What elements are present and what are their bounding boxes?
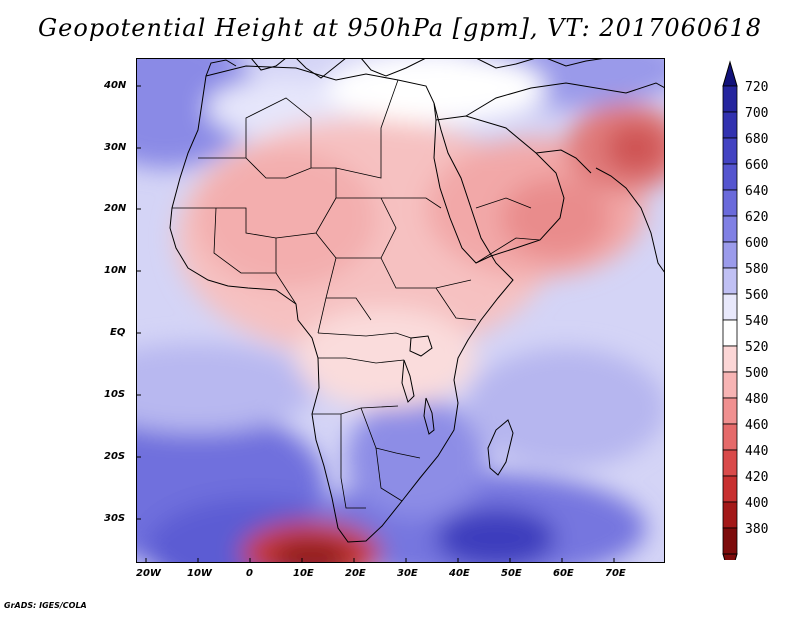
grads-credit: GrADS: IGES/COLA	[4, 601, 87, 610]
map-frame	[136, 58, 665, 563]
colorbar-segment	[722, 189, 738, 217]
lat-label-10n: 10N	[104, 265, 127, 276]
cbar-label-480: 480	[745, 392, 769, 407]
colorbar-segment	[722, 85, 738, 113]
country-borders	[172, 79, 541, 509]
colorbar-segment	[722, 215, 738, 243]
cbar-label-400: 400	[745, 496, 769, 511]
cbar-label-640: 640	[745, 184, 769, 199]
colorbar-segment	[722, 163, 738, 191]
lon-label-20e: 20E	[345, 568, 366, 579]
cbar-label-700: 700	[745, 106, 769, 121]
colorbar-segment	[722, 475, 738, 503]
lat-label-eq: EQ	[110, 327, 126, 338]
axis-ticks	[136, 85, 615, 563]
lat-label-20n: 20N	[104, 203, 127, 214]
cbar-label-460: 460	[745, 418, 769, 433]
colorbar-top-arrow	[722, 60, 738, 87]
colorbar-segment	[722, 345, 738, 373]
lon-label-70e: 70E	[605, 568, 626, 579]
cbar-label-680: 680	[745, 132, 769, 147]
lon-label-30e: 30E	[397, 568, 418, 579]
colorbar-segment	[722, 501, 738, 529]
colorbar-segment	[722, 111, 738, 139]
map-panel	[136, 58, 665, 563]
colorbar-bottom-arrow	[722, 553, 738, 560]
lat-label-30n: 30N	[104, 142, 127, 153]
map-title: Geopotential Height at 950hPa [gpm], VT:…	[38, 14, 762, 42]
colorbar-segment	[722, 293, 738, 321]
lon-label-60e: 60E	[553, 568, 574, 579]
colorbar	[722, 60, 738, 560]
lat-label-20s: 20S	[104, 451, 126, 462]
lon-label-40e: 40E	[449, 568, 470, 579]
colorbar-segment	[722, 137, 738, 165]
cbar-label-720: 720	[745, 80, 769, 95]
lon-label-10e: 10E	[293, 568, 314, 579]
cbar-label-560: 560	[745, 288, 769, 303]
colorbar-segment	[722, 423, 738, 451]
cbar-label-660: 660	[745, 158, 769, 173]
cbar-label-420: 420	[745, 470, 769, 485]
lon-label-20w: 20W	[136, 568, 161, 579]
cbar-label-540: 540	[745, 314, 769, 329]
colorbar-segment	[722, 241, 738, 269]
colorbar-segment	[722, 319, 738, 347]
cbar-label-500: 500	[745, 366, 769, 381]
colorbar-segment	[722, 397, 738, 425]
lon-label-0: 0	[246, 568, 253, 579]
colorbar-segment	[722, 527, 738, 555]
lat-label-30s: 30S	[104, 513, 126, 524]
cbar-label-440: 440	[745, 444, 769, 459]
cbar-label-380: 380	[745, 522, 769, 537]
cbar-label-580: 580	[745, 262, 769, 277]
cbar-label-520: 520	[745, 340, 769, 355]
lat-label-10s: 10S	[104, 389, 126, 400]
cbar-label-600: 600	[745, 236, 769, 251]
colorbar-segment	[722, 371, 738, 399]
lat-label-40n: 40N	[104, 80, 127, 91]
colorbar-segment	[722, 267, 738, 295]
cbar-label-620: 620	[745, 210, 769, 225]
lon-label-50e: 50E	[501, 568, 522, 579]
colorbar-segment	[722, 449, 738, 477]
map-icon	[136, 58, 665, 563]
coastlines	[169, 58, 665, 543]
lon-label-10w: 10W	[187, 568, 212, 579]
